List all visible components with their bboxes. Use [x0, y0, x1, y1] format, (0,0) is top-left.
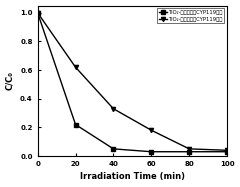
X-axis label: Irradiation Time (min): Irradiation Time (min): [80, 172, 185, 181]
Y-axis label: C/C₀: C/C₀: [6, 71, 15, 90]
Legend: TiO₂-菲罗啦啦负CYP119酶前, TiO₂-菲罗啦啦负CYP119酶后: TiO₂-菲罗啦啦负CYP119酶前, TiO₂-菲罗啦啦负CYP119酶后: [157, 8, 224, 24]
